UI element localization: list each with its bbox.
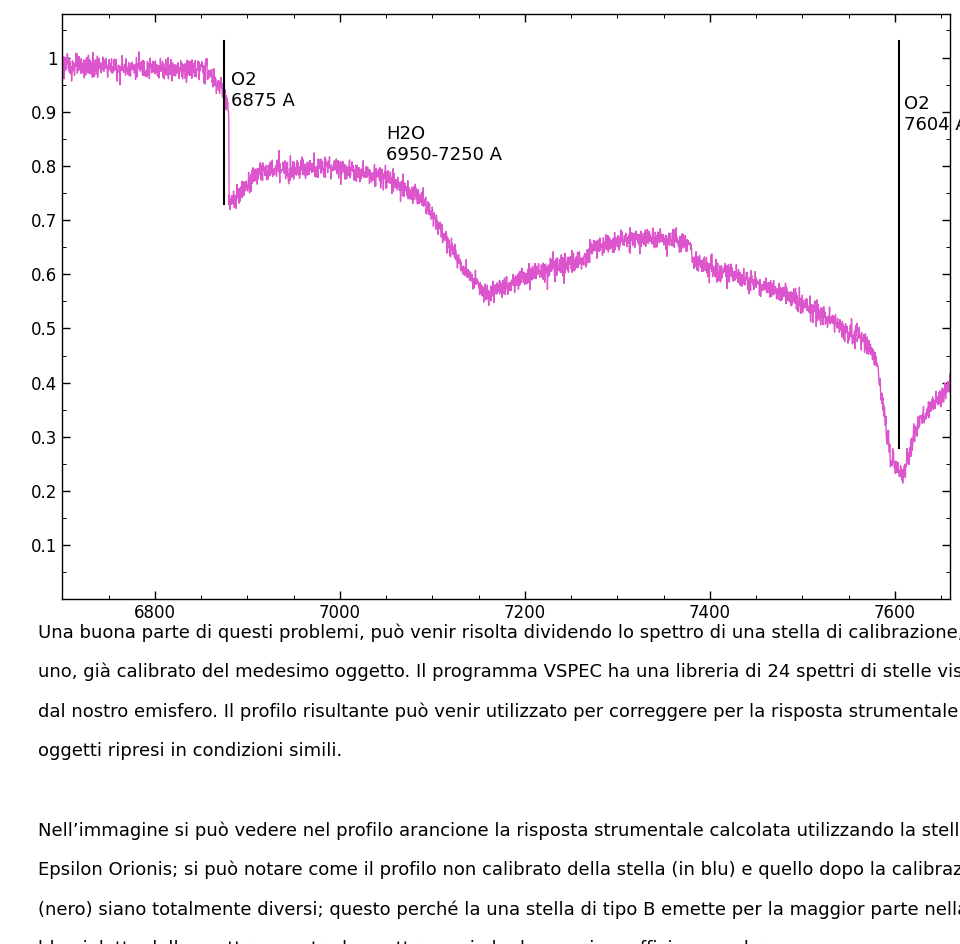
Text: dal nostro emisfero. Il profilo risultante può venir utilizzato per correggere p: dal nostro emisfero. Il profilo risultan… — [38, 702, 960, 721]
Text: H2O
6950-7250 A: H2O 6950-7250 A — [386, 126, 502, 164]
Text: O2
7604 A: O2 7604 A — [904, 95, 960, 134]
Text: oggetti ripresi in condizioni simili.: oggetti ripresi in condizioni simili. — [38, 742, 343, 760]
Text: O2
6875 A: O2 6875 A — [230, 71, 295, 110]
Text: Una buona parte di questi problemi, può venir risolta dividendo lo spettro di un: Una buona parte di questi problemi, può … — [38, 623, 960, 642]
Text: blu-violetta dello spettro, mentre lo spettroscopio ha la massima efficienza nel: blu-violetta dello spettro, mentre lo sp… — [38, 940, 808, 944]
Text: uno, già calibrato del medesimo oggetto. Il programma VSPEC ha una libreria di 2: uno, già calibrato del medesimo oggetto.… — [38, 663, 960, 682]
Text: Epsilon Orionis; si può notare come il profilo non calibrato della stella (in bl: Epsilon Orionis; si può notare come il p… — [38, 861, 960, 880]
Text: Nell’immagine si può vedere nel profilo arancione la risposta strumentale calcol: Nell’immagine si può vedere nel profilo … — [38, 821, 960, 840]
Text: (nero) siano totalmente diversi; questo perché la una stella di tipo B emette pe: (nero) siano totalmente diversi; questo … — [38, 901, 960, 919]
